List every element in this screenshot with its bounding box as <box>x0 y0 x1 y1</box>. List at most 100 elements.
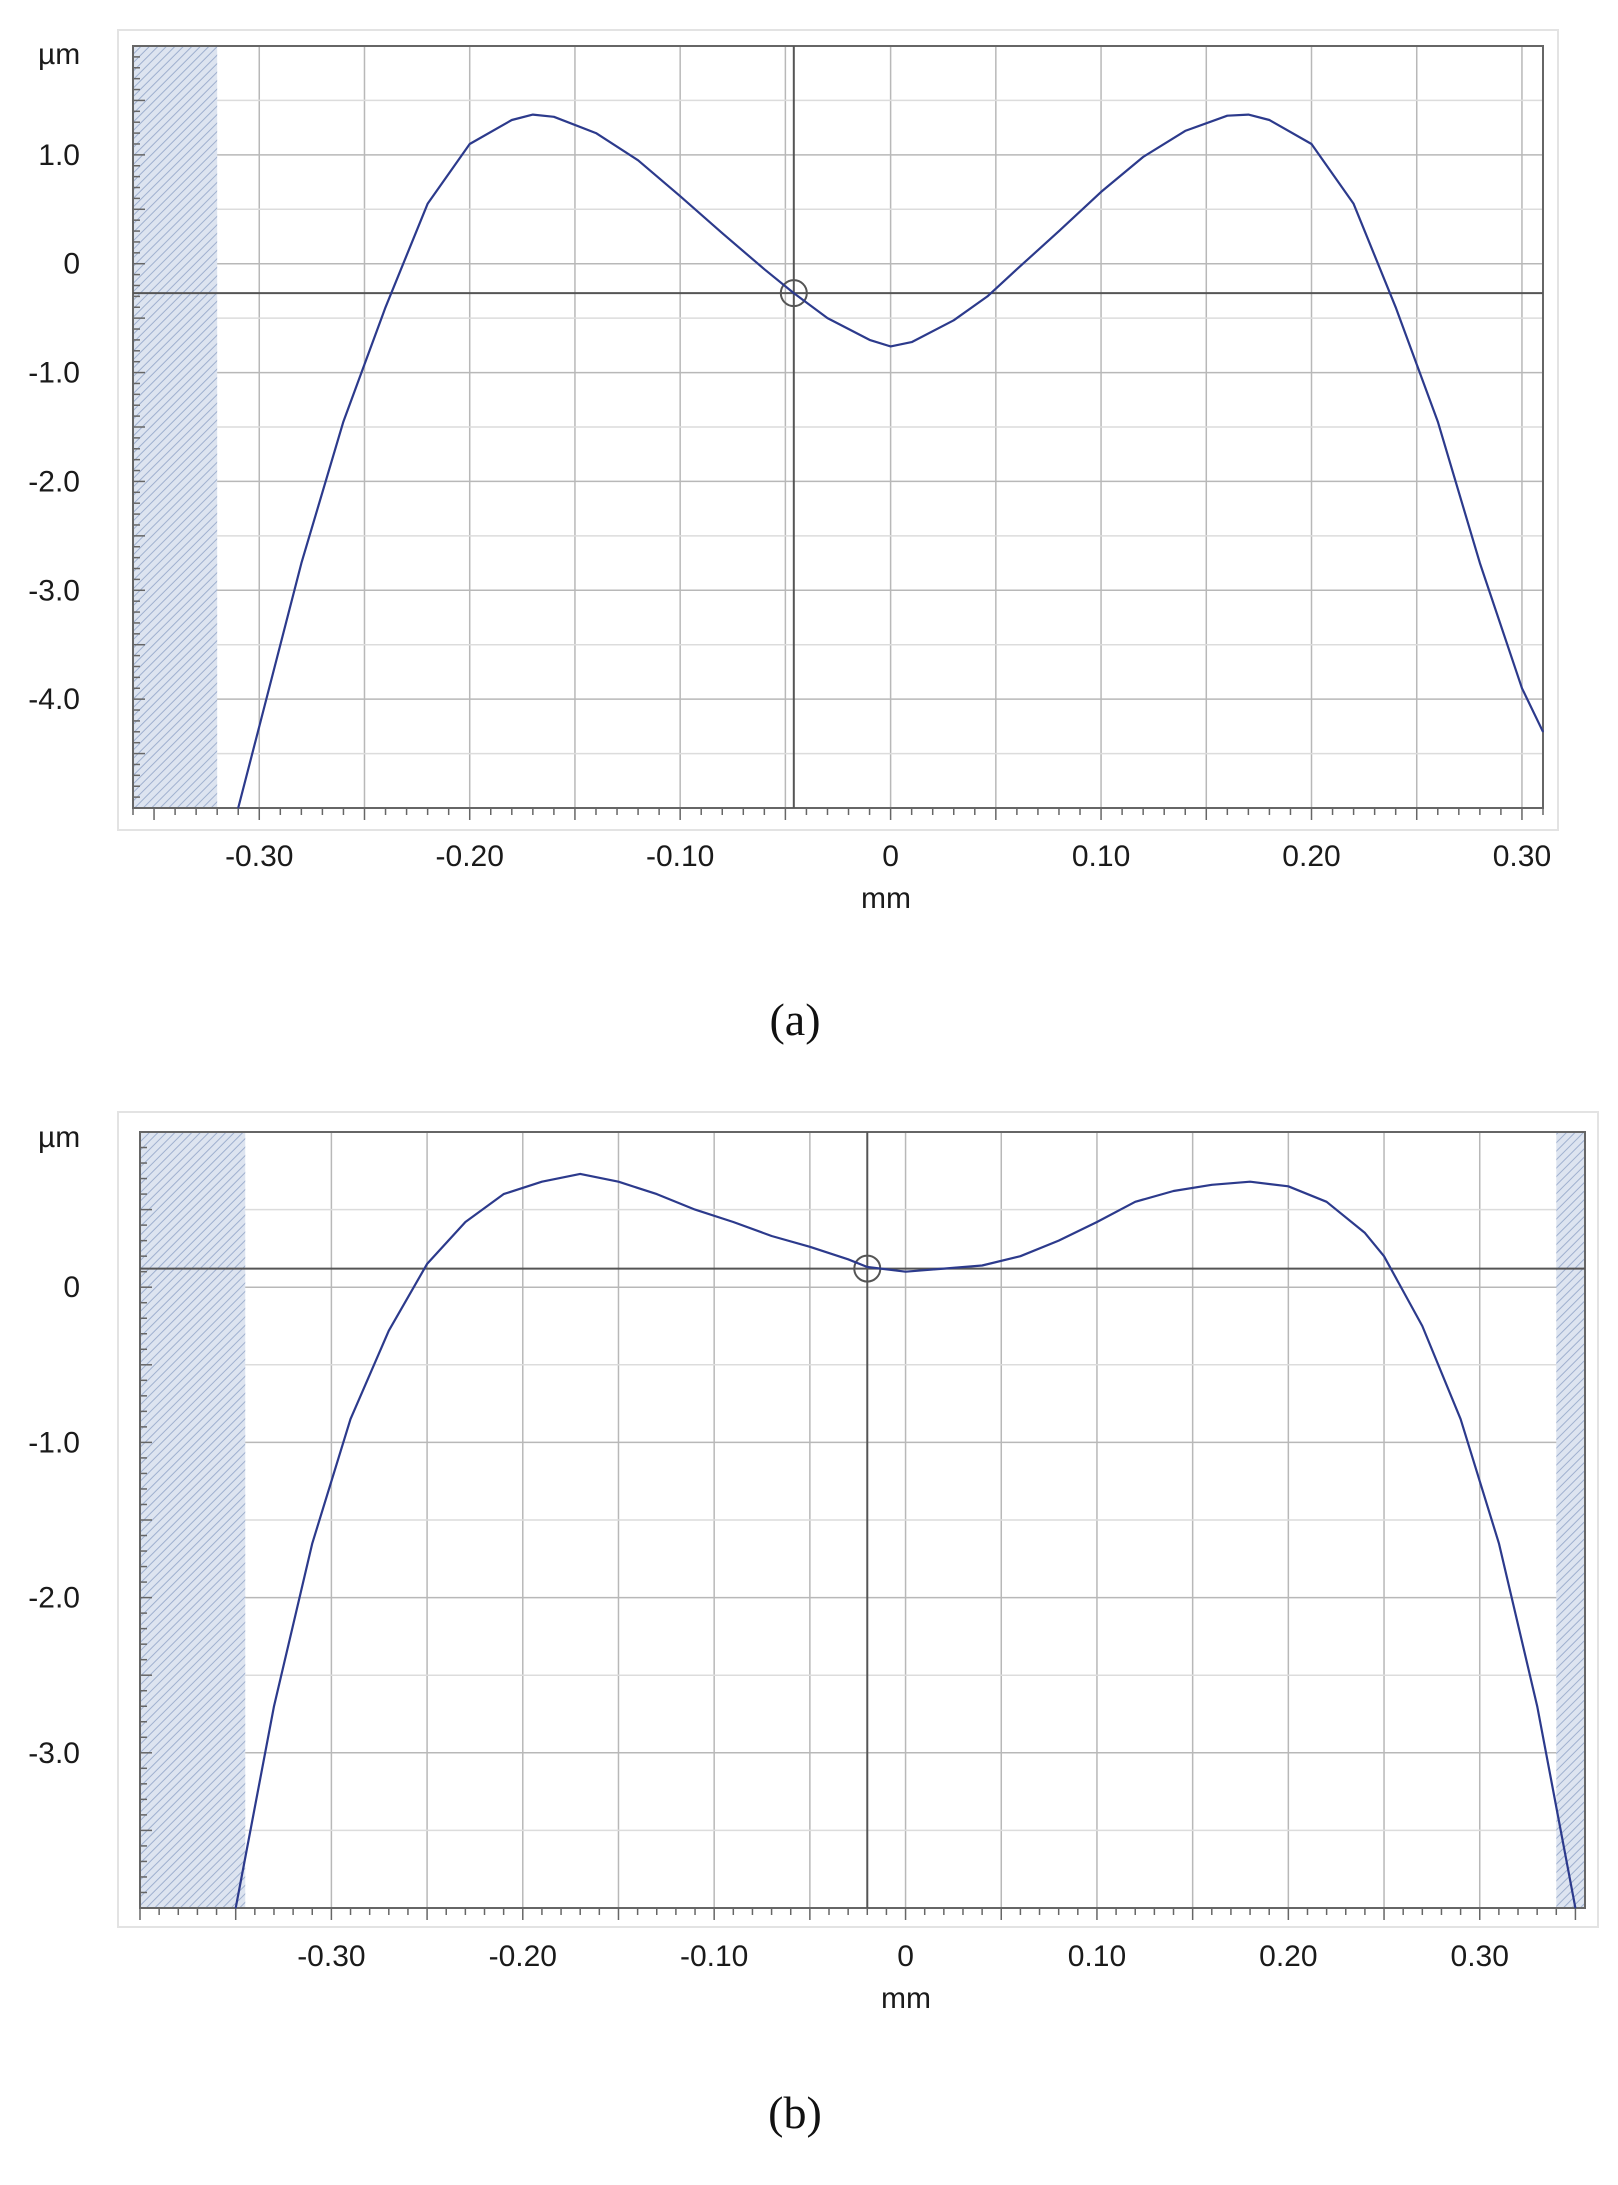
panel-b-x-tick-label: 0.30 <box>1451 1940 1509 1973</box>
panel-b-y-tick-label: 0 <box>63 1271 80 1304</box>
panel-b-data-point <box>904 1271 907 1273</box>
panel-a-data-point <box>532 113 534 116</box>
chart-panel-a: -0.30 -0.20 -0.10 0 0.10 0.20 0.30 1.0 0 -1.0 -2.… <box>28 29 1559 1045</box>
panel-b-data-point <box>847 1258 849 1260</box>
panel-b-x-tick-label: 0.10 <box>1068 1940 1126 1973</box>
panel-b-data-point <box>943 1267 945 1270</box>
panel-a-data-point <box>1542 731 1544 733</box>
panel-a-cursor-marker[interactable] <box>779 279 808 308</box>
panel-a-x-tick-label: 0.30 <box>1493 840 1551 873</box>
panel-b-x-tick-label: 0.20 <box>1259 1940 1317 1973</box>
panel-a-y-tick-label: -3.0 <box>28 574 80 607</box>
panel-a-x-tick-label: 0.20 <box>1282 840 1340 873</box>
panel-a-data-point <box>1268 119 1271 121</box>
panel-a-data-point <box>868 339 871 341</box>
panel-a-frame <box>132 45 1544 820</box>
panel-a-caption: (a) <box>769 994 820 1045</box>
panel-b-data-point <box>732 1221 734 1223</box>
panel-a-data-point <box>258 725 260 727</box>
panel-b-data-point <box>1364 1232 1366 1234</box>
panel-b-frame <box>139 1131 1586 1920</box>
panel-a-data-point <box>1142 156 1144 158</box>
panel-a-y-tick-label: 0 <box>63 248 80 281</box>
panel-a-data-point <box>953 319 955 321</box>
panel-a-data-point <box>553 116 555 118</box>
panel-a-data-point <box>1226 115 1228 117</box>
panel-a-x-tick-label: 0.10 <box>1072 840 1130 873</box>
panel-a-data-point <box>1100 191 1102 193</box>
panel-b-data-point <box>1058 1240 1060 1242</box>
panel-a-y-tick-label: 1.0 <box>38 139 80 172</box>
panel-b-data-point <box>770 1235 773 1237</box>
panel-b-data-point <box>1383 1255 1385 1257</box>
panel-b-data-point <box>1019 1255 1021 1257</box>
panel-b-y-tick-labels: 0 -1.0 -2.0 -3.0 <box>28 1271 80 1770</box>
panel-a-data-point <box>721 232 723 234</box>
panel-a-data-point <box>1352 203 1355 205</box>
panel-b-caption: (b) <box>768 2087 822 2138</box>
panel-b-x-tick-labels: -0.30 -0.20 -0.10 0 0.10 0.20 0.30 <box>297 1940 1509 1973</box>
panel-a-data-point <box>1310 143 1313 145</box>
panel-a-y-tick-label: -4.0 <box>28 683 80 716</box>
panel-b-y-tick-label: -3.0 <box>28 1737 80 1770</box>
panel-b-data-point <box>579 1173 581 1175</box>
panel-b-data-point <box>809 1246 811 1248</box>
panel-b-x-tick-label: 0 <box>897 1940 914 1973</box>
panel-b-grid <box>139 1131 1585 1909</box>
panel-b-masked-band <box>1556 1132 1585 1908</box>
panel-a-data-point <box>1395 306 1397 308</box>
panel-b-data-point <box>426 1263 428 1265</box>
panel-a-data-point <box>1058 230 1060 232</box>
panel-b-x-tick-label: -0.30 <box>297 1940 365 1973</box>
panel-b-data-point <box>541 1181 543 1183</box>
panel-a-data-point <box>763 268 765 270</box>
panel-a-y-tick-label: -2.0 <box>28 465 80 498</box>
panel-a-data-point <box>300 562 302 564</box>
panel-a-cursor[interactable] <box>133 46 1543 808</box>
panel-a-data-point <box>637 159 639 161</box>
panel-b-x-unit-label: mm <box>881 1982 931 2015</box>
panel-a-y-unit-label: µm <box>38 38 80 71</box>
chart-panel-b: -0.30 -0.20 -0.10 0 0.10 0.20 0.30 0 -1.0 -2.0 -3… <box>28 1111 1599 2138</box>
panel-a-border <box>117 29 1559 831</box>
panel-a-data-point <box>427 203 429 205</box>
panel-a-masked-region <box>133 46 218 808</box>
panel-a-data-point <box>1247 113 1249 116</box>
panel-a-x-tick-label: -0.30 <box>225 840 293 873</box>
panel-b-data-point <box>1498 1542 1500 1544</box>
panel-b-data-point <box>1326 1201 1328 1203</box>
panel-b-data-point <box>503 1193 505 1195</box>
panel-b-data-point <box>866 1266 868 1268</box>
panel-a-y-tick-labels: 1.0 0 -1.0 -2.0 -3.0 -4.0 <box>28 139 80 716</box>
panel-a-data-point <box>237 807 239 809</box>
panel-b-data-point <box>235 1907 237 1909</box>
panel-a-data-point <box>511 119 513 121</box>
panel-b-data-point <box>1211 1184 1213 1186</box>
panel-b-data-point <box>1421 1325 1423 1327</box>
panel-a-x-tick-labels: -0.30 -0.20 -0.10 0 0.10 0.20 0.30 <box>225 840 1551 873</box>
panel-b-data-point <box>1287 1185 1289 1187</box>
panel-b-y-tick-label: -2.0 <box>28 1582 80 1615</box>
panel-b-border <box>117 1111 1599 1928</box>
panel-a-data-point <box>793 292 795 294</box>
panel-b-data-point <box>388 1330 390 1332</box>
panel-b-data-point <box>349 1418 352 1420</box>
panel-a-x-tick-label: -0.10 <box>646 840 714 873</box>
panel-a-data-point <box>911 341 913 343</box>
panel-a-data-point <box>1521 687 1523 689</box>
panel-b-curve-group <box>234 1172 1577 1909</box>
panel-a-grid <box>133 45 1543 809</box>
panel-b-data-point <box>1459 1418 1462 1420</box>
panel-b-data-point <box>1574 1907 1577 1909</box>
panel-b-data-point <box>981 1264 983 1267</box>
panel-a-data-point <box>1184 130 1186 132</box>
panel-b-data-point <box>273 1705 275 1707</box>
panel-a-data-point <box>342 420 345 423</box>
panel-a-data-point <box>890 345 892 348</box>
panel-b-data-point <box>617 1181 620 1183</box>
panel-b-data-point <box>1249 1181 1251 1183</box>
panel-a-data-point <box>595 132 597 134</box>
panel-a-data-point <box>469 143 471 145</box>
panel-a-y-tick-label: -1.0 <box>28 357 80 390</box>
